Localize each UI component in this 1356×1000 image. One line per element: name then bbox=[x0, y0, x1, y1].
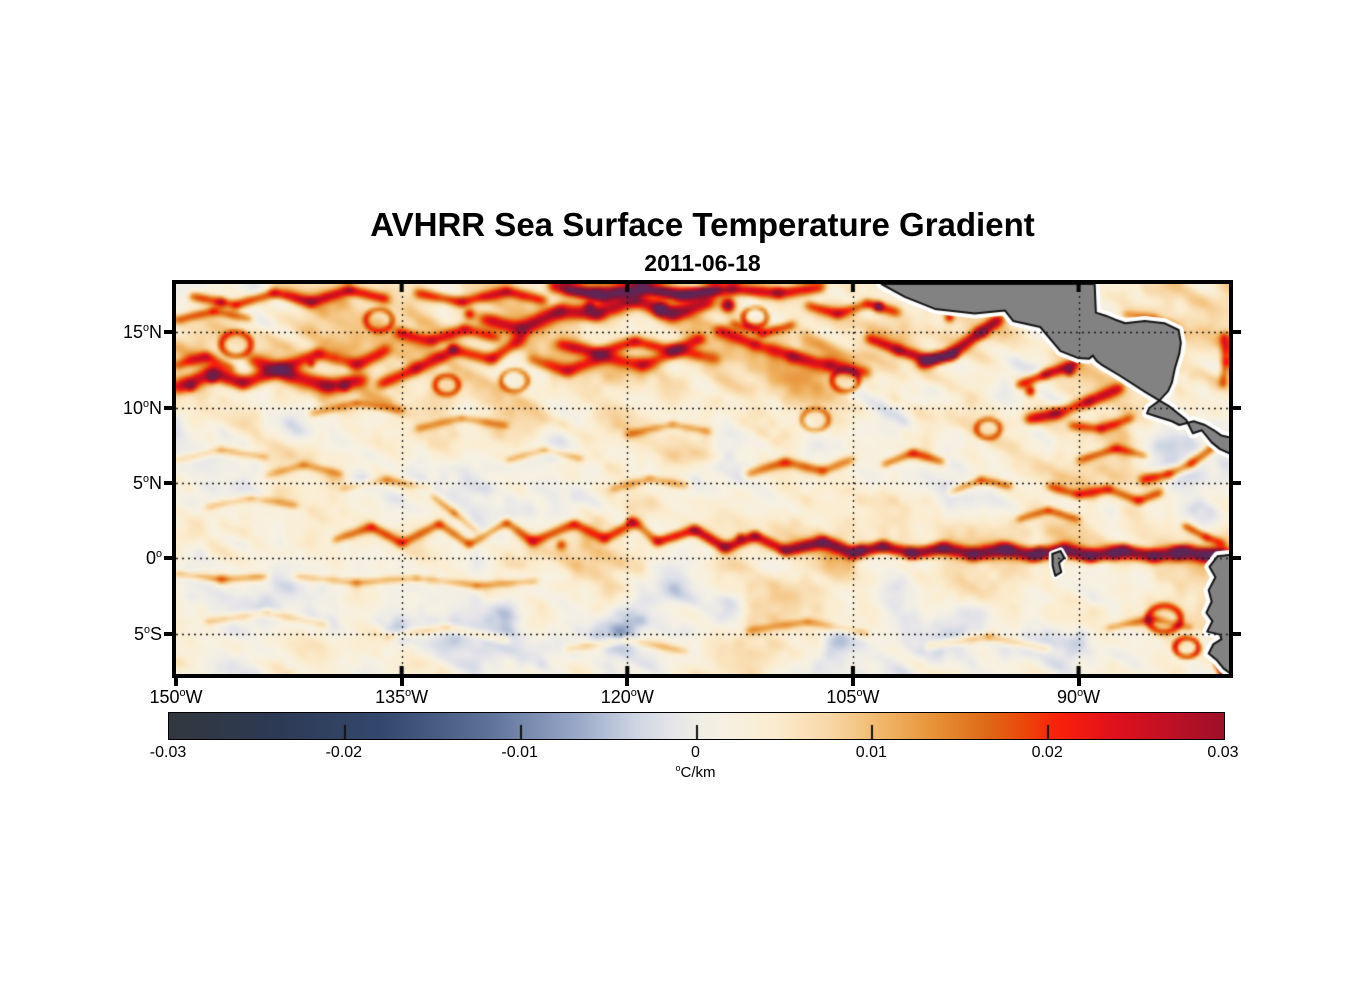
x-axis-tick bbox=[850, 678, 855, 686]
colorbar-unit-label: oC/km bbox=[675, 763, 716, 782]
y-axis-tick-right bbox=[1233, 556, 1241, 561]
x-axis-tick bbox=[174, 678, 178, 686]
colorbar-tick-label: -0.03 bbox=[149, 744, 187, 761]
y-tick-label: 0o bbox=[145, 548, 162, 569]
y-axis-tick bbox=[164, 330, 172, 335]
x-axis-tick bbox=[399, 678, 404, 686]
colorbar-tick-label: -0.02 bbox=[325, 744, 363, 761]
colorbar-tick-label: 0 bbox=[691, 744, 700, 761]
y-axis-tick-right bbox=[1233, 405, 1241, 410]
y-axis-tick bbox=[164, 405, 172, 410]
colorbar-gradient bbox=[169, 713, 1224, 739]
y-axis-tick bbox=[164, 631, 172, 636]
y-axis-tick bbox=[164, 481, 172, 486]
y-tick-label: 10oN bbox=[122, 397, 162, 418]
y-tick-label: 15oN bbox=[122, 322, 162, 343]
colorbar-tick-label: 0.01 bbox=[855, 744, 887, 761]
x-tick-label: 105oW bbox=[826, 687, 880, 707]
x-tick-label: 135oW bbox=[375, 687, 429, 707]
y-axis-tick-right bbox=[1233, 631, 1241, 636]
sst-gradient-heatmap bbox=[176, 284, 1229, 674]
colorbar-tick-label: -0.01 bbox=[501, 744, 538, 761]
colorbar bbox=[168, 712, 1225, 740]
map-plot-area bbox=[172, 280, 1233, 678]
y-tick-label: 5oS bbox=[133, 623, 162, 644]
chart-title: AVHRR Sea Surface Temperature Gradient bbox=[370, 206, 1035, 243]
x-axis-tick bbox=[625, 678, 630, 686]
colorbar-tick-label: 0.02 bbox=[1031, 744, 1063, 761]
x-tick-label: 90oW bbox=[1057, 687, 1101, 707]
chart-subtitle: 2011-06-18 bbox=[644, 250, 761, 276]
y-axis-tick-right bbox=[1233, 330, 1241, 335]
x-tick-label: 150oW bbox=[149, 687, 203, 707]
y-axis-tick-right bbox=[1233, 481, 1241, 486]
colorbar-tick-label: 0.03 bbox=[1207, 744, 1239, 761]
y-tick-label: 5oN bbox=[132, 473, 162, 494]
x-tick-label: 120oW bbox=[600, 687, 654, 707]
y-axis-tick bbox=[164, 556, 172, 561]
x-axis-tick bbox=[1076, 678, 1081, 686]
